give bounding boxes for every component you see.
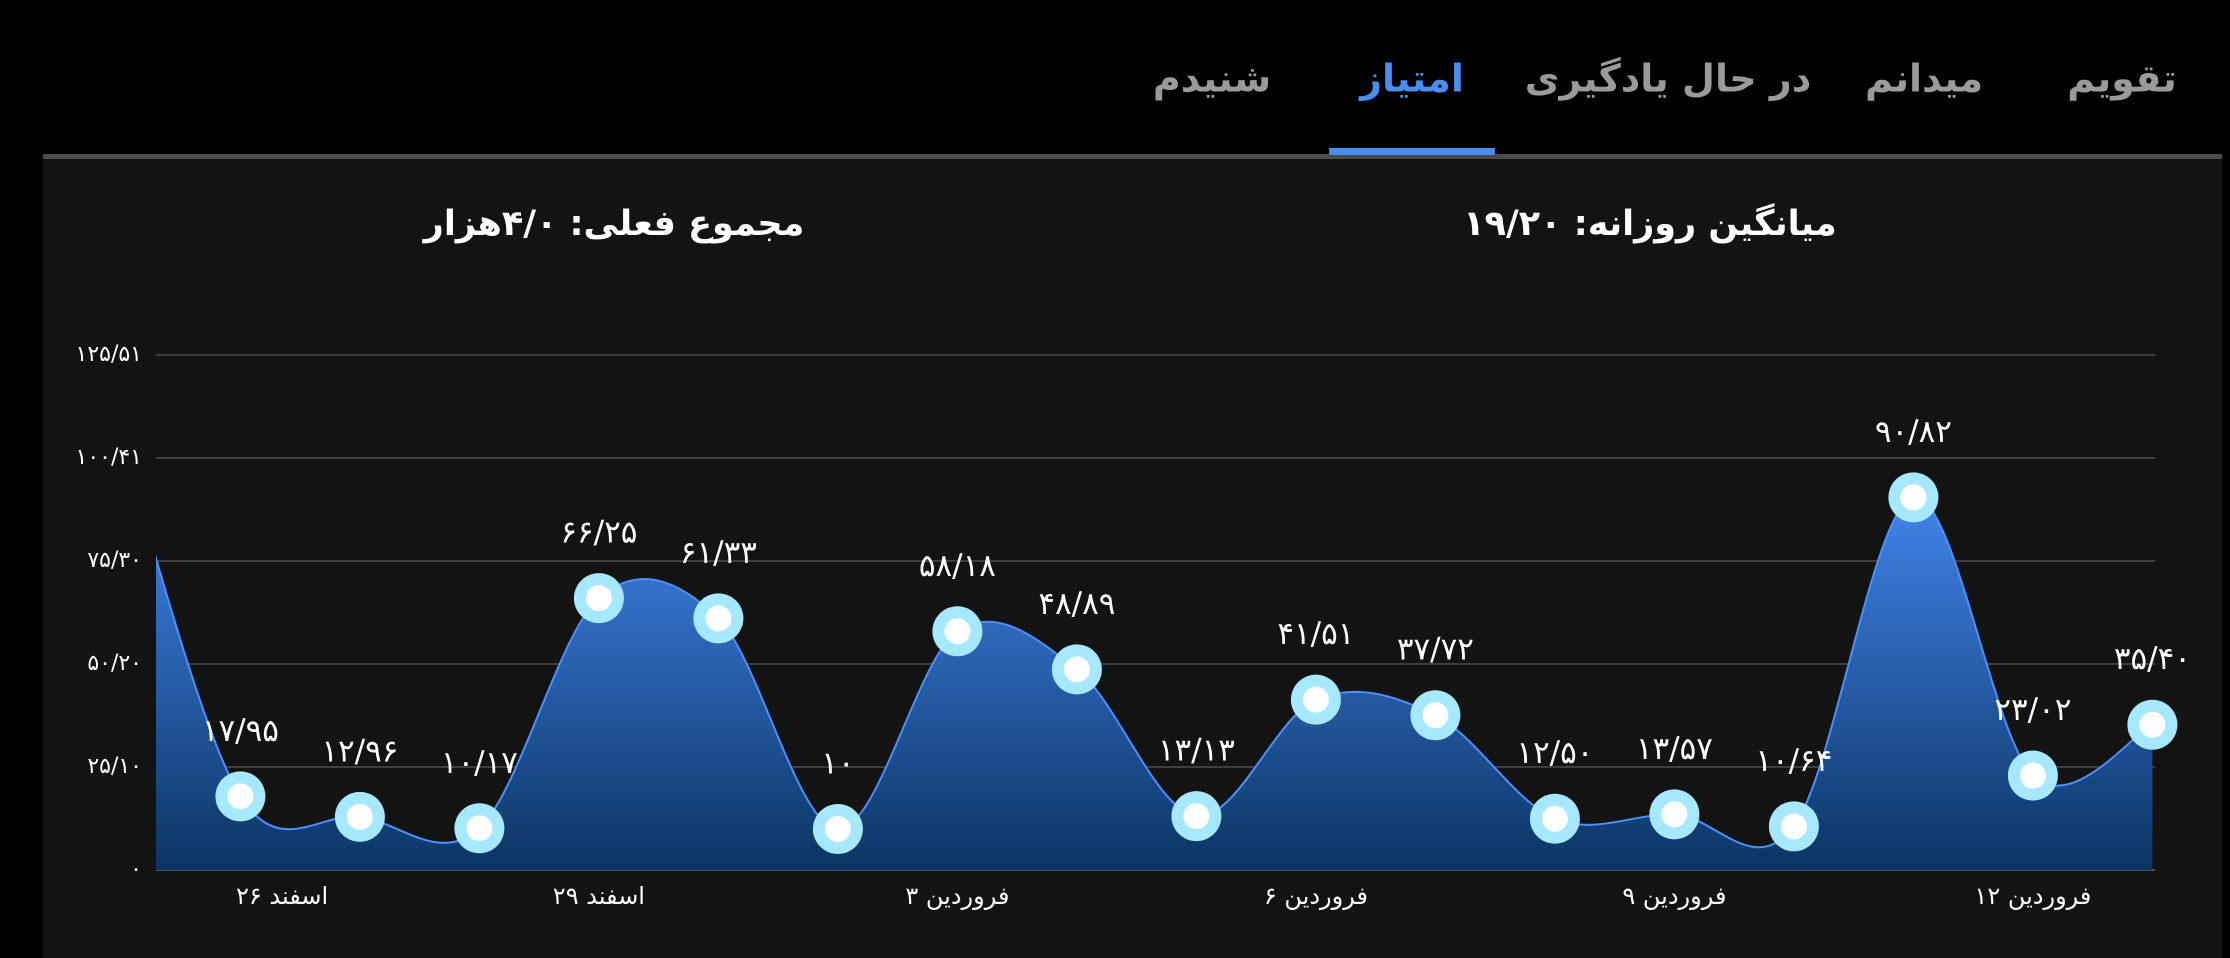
value-label: ۱۲/۹۶ xyxy=(321,733,398,769)
data-point-center xyxy=(227,783,254,810)
y-tick-label: ۱۰۰/۴۱ xyxy=(76,445,143,470)
x-tick-label: ۶ فروردین xyxy=(1264,882,1368,910)
data-point-center xyxy=(466,815,493,842)
value-label: ۱۳/۱۳ xyxy=(1158,733,1235,769)
data-point-center xyxy=(1661,801,1688,828)
x-tick-label: ۱۲ فروردین xyxy=(1974,882,2091,910)
x-tick-label: ۳ فروردین xyxy=(905,882,1009,910)
y-tick-label: ۱۲۵/۵۱ xyxy=(76,342,143,367)
data-point-center xyxy=(1183,803,1210,830)
area-line xyxy=(156,496,2153,849)
value-label: ۵۸/۱۸ xyxy=(919,548,996,584)
y-tick-label: ۵۰/۲۰ xyxy=(87,651,142,676)
area xyxy=(156,497,2153,870)
daily-average: میانگین روزانه: ۱۹/۲۰ xyxy=(1463,203,1836,244)
data-point-center xyxy=(1422,702,1449,729)
value-label: ۱۳/۵۷ xyxy=(1636,731,1713,767)
value-label: ۶۱/۳۳ xyxy=(680,535,757,571)
y-tick-label: ۲۵/۱۰ xyxy=(87,754,142,779)
value-label: ۶۶/۲۵ xyxy=(560,515,637,551)
value-label: ۳۵/۴۰ xyxy=(2114,641,2191,677)
value-label: ۱۰/۱۷ xyxy=(441,745,518,781)
tab[interactable]: شنیدم xyxy=(1153,57,1271,102)
value-label: ۱۰/۶۴ xyxy=(1755,743,1832,779)
y-tick-label: ۷۵/۳۰ xyxy=(87,548,142,573)
current-total: مجموع فعلی: ۴/۰هزار xyxy=(422,204,805,244)
x-tick-label: ۹ فروردین xyxy=(1622,882,1726,910)
active-tab-indicator xyxy=(1329,148,1495,155)
tab-bar: تقویم میدانم در حال یادگیری امتیاز شنیدم xyxy=(1153,57,2177,155)
data-point-center xyxy=(705,605,732,632)
tab[interactable]: امتیاز xyxy=(1358,57,1464,101)
value-label: ۲۳/۰۲ xyxy=(1994,692,2071,728)
x-tick-label: ۲۹ اسفند xyxy=(553,882,645,910)
value-label: ۴۱/۵۱ xyxy=(1277,616,1354,652)
value-label: ۴۸/۸۹ xyxy=(1038,586,1115,622)
data-point-center xyxy=(1900,484,1927,511)
y-tick-label: ۰ xyxy=(130,857,142,882)
data-point-center xyxy=(585,585,612,612)
chart: ۰ ۲۵/۱۰ ۵۰/۲۰ ۷۵/۳۰ ۱۰۰/۴۱ ۱۲۵/۵۱ ۱۷/۹۵ ۲۶ اسفن… xyxy=(76,342,2191,910)
value-label: ۳۷/۷۲ xyxy=(1397,632,1474,668)
plot-area xyxy=(156,496,2153,870)
value-label: ۹۰/۸۲ xyxy=(1875,414,1952,450)
value-label: ۱۰ xyxy=(821,745,854,781)
x-tick-label: ۲۶ اسفند xyxy=(236,882,328,910)
data-point-center xyxy=(1780,813,1807,840)
tab[interactable]: تقویم xyxy=(2067,57,2177,102)
data-point-center xyxy=(1063,656,1090,683)
data-point-center xyxy=(1541,805,1568,832)
data-point-center xyxy=(346,803,373,830)
value-label: ۱۲/۵۰ xyxy=(1516,735,1593,771)
data-point-center xyxy=(1302,686,1329,713)
tab-bar-divider xyxy=(43,154,2222,159)
value-label: ۱۷/۹۵ xyxy=(202,713,279,749)
data-point-center xyxy=(2019,762,2046,789)
data-point-center xyxy=(824,815,851,842)
data-point-center xyxy=(944,618,971,645)
tab[interactable]: میدانم xyxy=(1865,57,1983,102)
tab[interactable]: در حال یادگیری xyxy=(1525,57,1812,101)
data-point-center xyxy=(2139,711,2166,738)
